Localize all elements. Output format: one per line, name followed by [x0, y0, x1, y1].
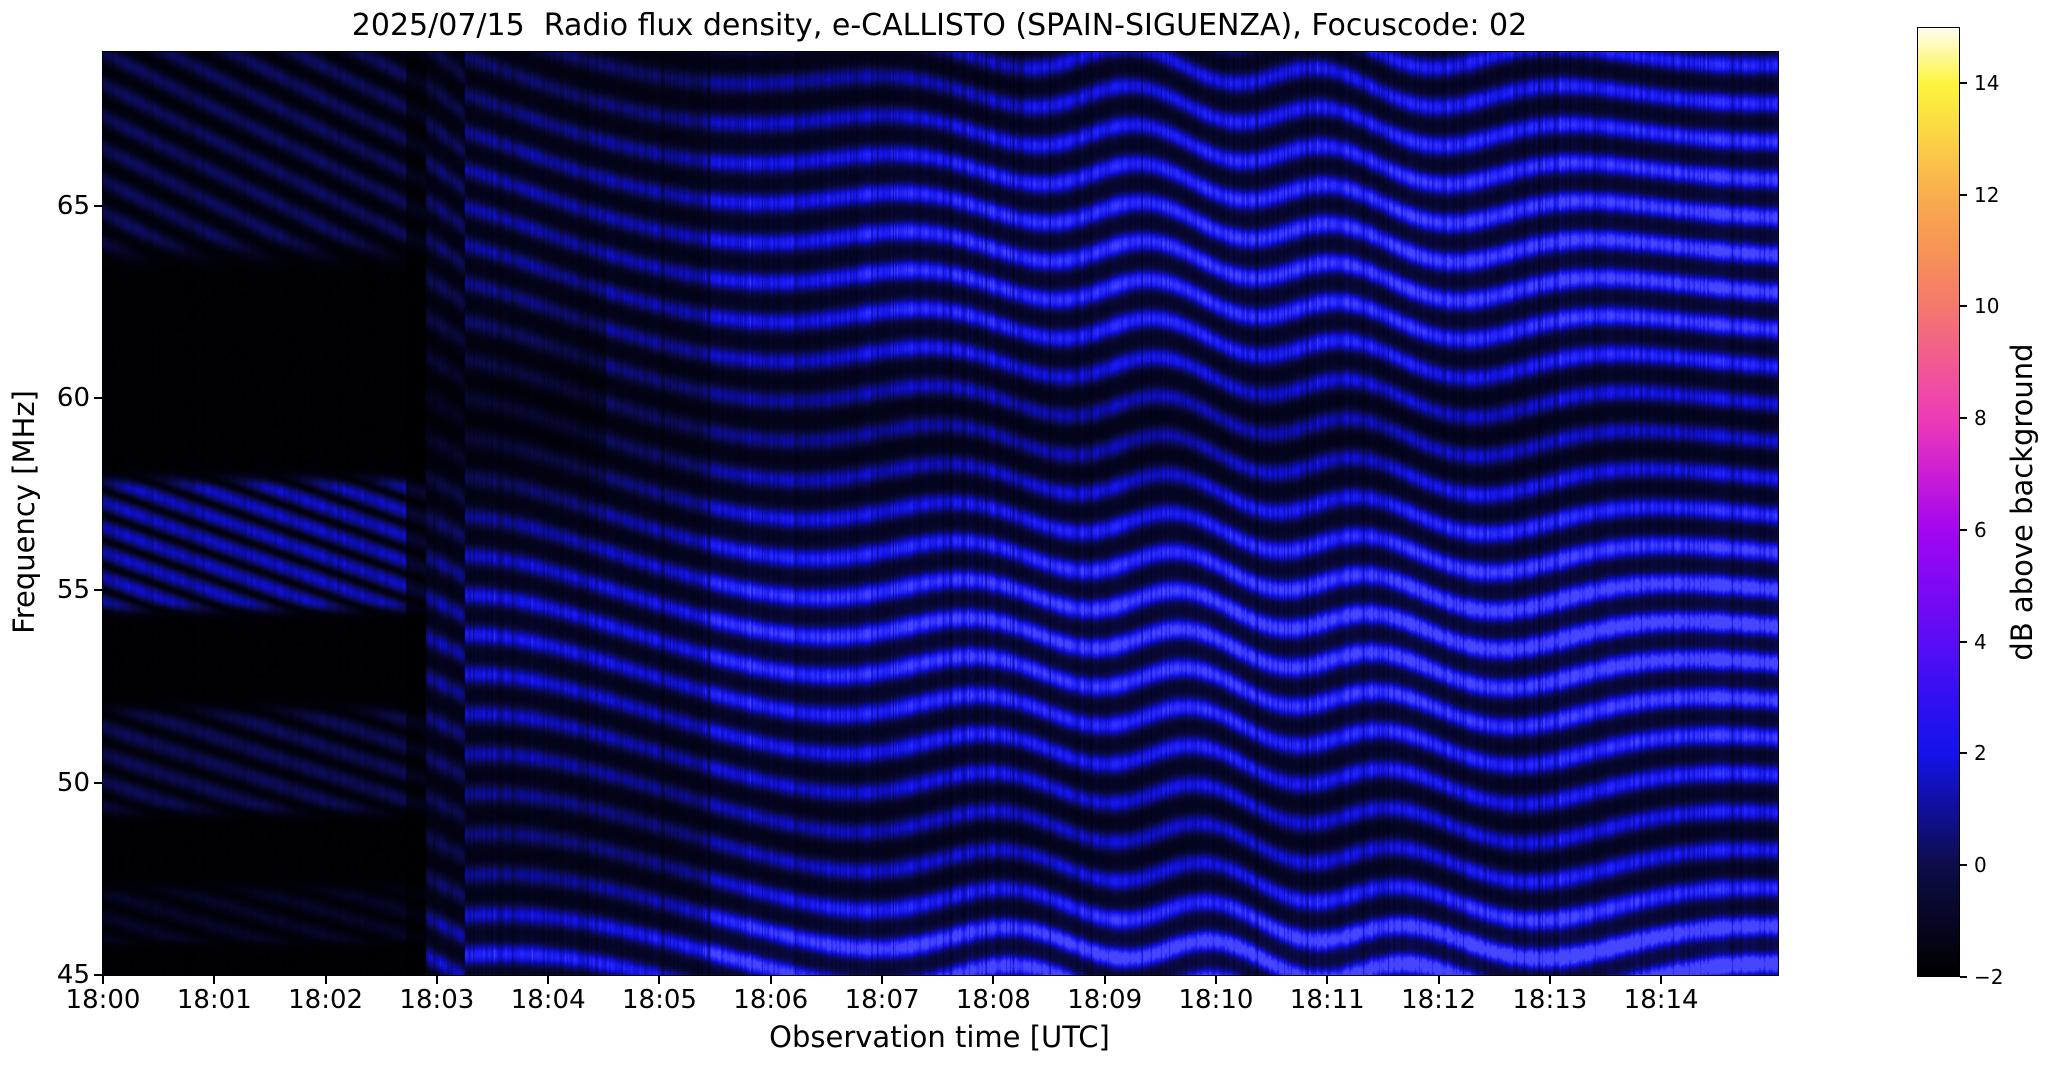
colorbar-tick-label: 6	[1974, 517, 1987, 542]
x-tick	[658, 976, 661, 984]
y-tick	[94, 781, 102, 784]
colorbar	[1917, 27, 1960, 977]
x-tick-label: 18:02	[288, 985, 364, 1015]
colorbar-tick-label: 4	[1974, 629, 1987, 654]
x-tick-label: 18:12	[1401, 985, 1477, 1015]
x-tick-label: 18:06	[733, 985, 809, 1015]
x-tick	[881, 976, 884, 984]
colorbar-tick	[1960, 193, 1967, 196]
y-tick	[94, 589, 102, 592]
spectrogram-canvas	[103, 52, 1778, 975]
x-tick	[769, 976, 772, 984]
colorbar-tick	[1960, 752, 1967, 755]
colorbar-tick-label: 8	[1974, 406, 1987, 431]
x-tick	[1326, 976, 1329, 984]
x-tick-label: 18:08	[955, 985, 1031, 1015]
x-tick	[1548, 976, 1551, 984]
x-tick-label: 18:09	[1067, 985, 1143, 1015]
x-tick	[435, 976, 438, 984]
x-tick	[1214, 976, 1217, 984]
y-tick-label: 60	[56, 383, 90, 414]
colorbar-tick	[1960, 640, 1967, 643]
y-tick	[94, 397, 102, 400]
x-tick	[1437, 976, 1440, 984]
y-axis-label: Frequency [MHz]	[7, 390, 41, 634]
x-axis-label: Observation time [UTC]	[769, 1020, 1110, 1054]
colorbar-tick	[1960, 528, 1967, 531]
y-tick	[94, 204, 102, 207]
colorbar-tick-label: 14	[1974, 70, 2000, 95]
x-tick	[324, 976, 327, 984]
colorbar-tick-label: 2	[1974, 741, 1987, 766]
y-tick-label: 65	[56, 190, 90, 221]
x-tick-label: 18:00	[65, 985, 141, 1015]
colorbar-tick-label: −2	[1974, 965, 2004, 989]
colorbar-tick-label: 10	[1974, 294, 2000, 319]
y-tick-label: 55	[56, 575, 90, 606]
colorbar-tick	[1960, 305, 1967, 308]
colorbar-gradient	[1918, 28, 1959, 976]
x-tick-label: 18:14	[1623, 985, 1699, 1015]
y-tick-label: 50	[56, 767, 90, 798]
x-tick-label: 18:10	[1178, 985, 1254, 1015]
x-tick	[213, 976, 216, 984]
x-tick-label: 18:03	[399, 985, 475, 1015]
x-tick-label: 18:05	[622, 985, 697, 1015]
x-tick-label: 18:07	[844, 985, 920, 1015]
x-tick	[102, 976, 104, 984]
x-tick	[1103, 976, 1106, 984]
y-tick-label: 45	[56, 960, 90, 990]
colorbar-tick	[1960, 81, 1967, 84]
colorbar-tick-label: 0	[1974, 853, 1987, 878]
colorbar-tick-label: 12	[1974, 182, 2000, 207]
x-tick-label: 18:13	[1512, 985, 1588, 1015]
colorbar-tick	[1960, 976, 1967, 978]
chart-title: 2025/07/15 Radio flux density, e-CALLIST…	[351, 8, 1528, 43]
colorbar-tick	[1960, 864, 1967, 867]
x-tick	[547, 976, 550, 984]
x-tick	[992, 976, 995, 984]
colorbar-label: dB above background	[2005, 343, 2039, 661]
x-tick-label: 18:11	[1289, 985, 1365, 1015]
plot-area	[102, 51, 1779, 976]
x-tick-label: 18:04	[510, 985, 586, 1015]
x-tick	[1660, 976, 1663, 984]
colorbar-tick	[1960, 417, 1967, 420]
y-tick	[94, 974, 102, 976]
x-tick-label: 18:01	[176, 985, 252, 1015]
